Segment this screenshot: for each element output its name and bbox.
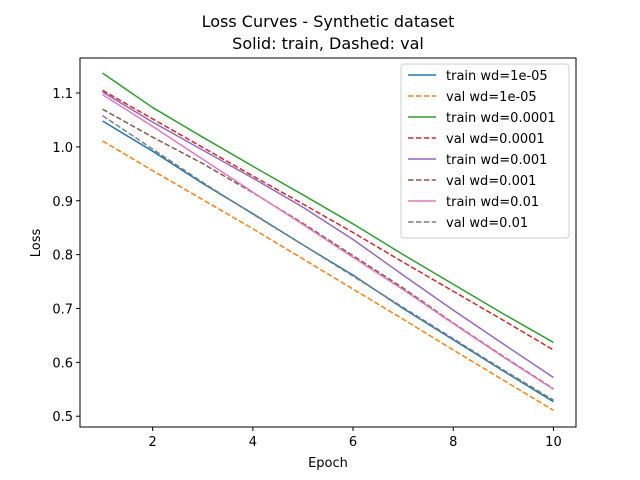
- y-tick-label-4: 0.9: [52, 195, 73, 210]
- legend: train wd=1e-05 val wd=1e-05 train wd=0.000…: [400, 63, 570, 239]
- x-axis-label: Epoch: [308, 456, 348, 471]
- series-line-4: [102, 91, 554, 379]
- series-line-1: [102, 140, 554, 411]
- y-axis-label: Loss: [29, 229, 44, 258]
- plot-frame: [79, 57, 577, 428]
- legend-label-6: train wd=0.01: [446, 195, 539, 210]
- series-line-7: [102, 115, 554, 401]
- y-tick-label-1: 0.6: [52, 356, 73, 371]
- legend-label-3: val wd=0.0001: [446, 132, 545, 147]
- x-tick-label-0: 2: [149, 435, 157, 450]
- x-tick-label-4: 10: [545, 435, 562, 450]
- x-axis: 2 4 6 8 10: [149, 427, 562, 450]
- legend-label-5: val wd=0.001: [446, 174, 536, 189]
- plot-series-group: [102, 72, 554, 411]
- series-line-0: [102, 120, 554, 403]
- y-tick-label-5: 1.0: [52, 141, 73, 156]
- series-line-6: [102, 93, 554, 390]
- y-tick-label-6: 1.1: [52, 87, 73, 102]
- legend-label-7: val wd=0.01: [446, 216, 528, 231]
- legend-label-4: train wd=0.001: [446, 153, 547, 168]
- series-line-2: [102, 72, 554, 344]
- y-tick-label-0: 0.5: [52, 410, 73, 425]
- legend-box: [400, 63, 570, 239]
- legend-label-1: val wd=1e-05: [446, 90, 537, 105]
- legend-label-2: train wd=0.0001: [446, 111, 556, 126]
- y-tick-label-2: 0.7: [52, 302, 73, 317]
- x-tick-label-2: 6: [349, 435, 357, 450]
- x-tick-label-3: 8: [449, 435, 457, 450]
- chart-subtitle: Solid: train, Dashed: val: [232, 34, 424, 53]
- y-axis: 0.5 0.6 0.7 0.8 0.9 1.0 1.1: [52, 87, 80, 425]
- x-tick-label-1: 4: [249, 435, 257, 450]
- legend-label-0: train wd=1e-05: [446, 69, 548, 84]
- chart-title: Loss Curves - Synthetic dataset: [202, 12, 455, 31]
- y-tick-label-3: 0.8: [52, 249, 73, 264]
